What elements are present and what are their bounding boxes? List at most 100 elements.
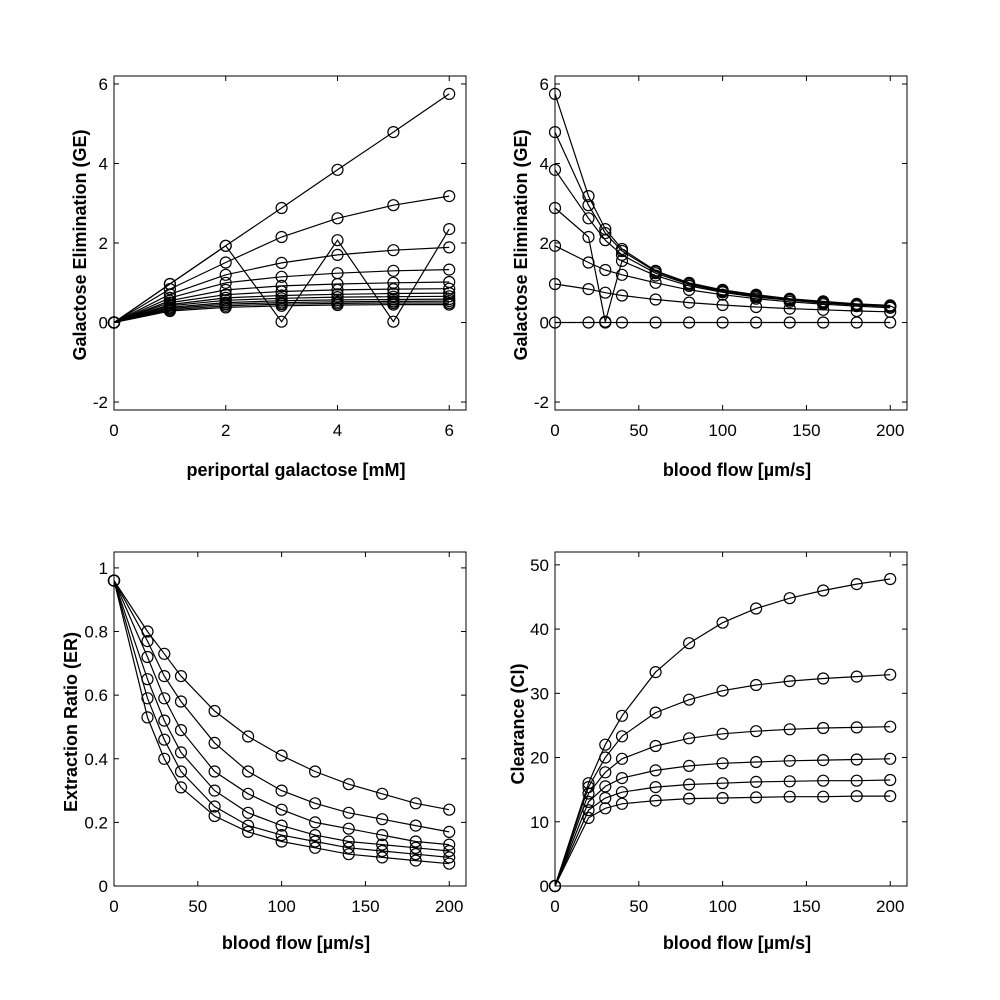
y-tick-label: 2 [540,234,549,253]
data-point-marker [331,212,344,225]
y-tick-label: 0.4 [84,750,108,769]
data-point-marker [783,754,796,767]
data-point-marker [208,809,221,823]
data-point-marker [649,293,662,306]
y-tick-label: 0 [99,314,108,333]
data-point-marker [682,778,696,791]
axes-frame [113,551,467,887]
x-tick-label: 150 [792,897,820,916]
y-tick-label: -2 [93,393,108,412]
data-point-marker [783,592,796,605]
data-point-marker [749,292,763,305]
data-point-marker [716,288,729,301]
data-point-marker [409,841,422,854]
data-point-marker [409,797,422,810]
data-point-marker [850,789,863,803]
data-point-marker [682,732,696,745]
x-tick-label: 100 [267,897,295,916]
data-point-marker [749,300,763,314]
data-point-marker [783,302,796,315]
data-point-marker [817,303,830,316]
data-point-marker [208,736,221,750]
data-point-marker [387,315,400,328]
series-line [113,300,450,324]
y-tick-label: 4 [540,154,549,173]
data-point-marker [749,755,763,769]
data-point-marker [850,670,863,683]
data-point-marker [548,201,562,215]
data-point-marker [615,316,629,329]
data-point-marker [443,290,456,303]
data-point-marker [443,282,456,295]
data-point-marker [615,289,629,302]
data-point-marker [443,190,456,203]
data-point-marker [219,301,232,314]
data-point-marker [582,256,595,269]
data-point-marker [242,806,255,819]
data-point-marker [443,223,456,236]
x-tick-label: 100 [708,421,736,440]
data-point-marker [219,283,232,296]
data-point-marker [275,201,288,215]
data-point-marker [850,753,863,766]
data-point-marker [548,239,562,252]
data-point-marker [376,813,389,826]
data-point-marker [716,298,729,312]
data-point-marker [548,879,562,893]
data-point-marker [309,841,322,854]
data-point-marker [817,790,830,803]
data-point-marker [219,268,232,281]
data-point-marker [107,574,121,587]
x-tick-label: 200 [876,897,904,916]
data-point-marker [649,276,662,289]
data-point-marker [409,835,422,848]
y-axis-label: Galactose Elimination (GE) [511,129,531,360]
data-point-marker [443,838,456,851]
x-tick-label: 0 [550,421,559,440]
data-point-marker [342,841,355,854]
y-tick-label: 0 [99,877,108,896]
data-point-marker [884,301,897,314]
data-point-marker [208,800,221,813]
data-point-marker [783,316,796,329]
data-point-marker [582,212,595,225]
data-point-marker [615,771,629,785]
data-point-marker [275,749,288,762]
data-point-marker [342,848,355,861]
axes-frame [554,551,908,887]
x-tick-label: 150 [792,421,820,440]
data-point-marker [342,822,355,835]
data-point-marker [275,270,288,283]
data-point-marker [817,774,830,787]
x-axis-label: blood flow [µm/s] [222,933,370,953]
data-point-marker [158,669,171,683]
data-point-marker [749,316,763,329]
data-point-marker [548,316,562,329]
data-point-marker [599,316,612,329]
data-point-marker [682,283,696,296]
data-point-marker [817,316,830,329]
data-point-marker [749,725,763,738]
x-tick-label: 0 [550,897,559,916]
y-tick-label: 6 [99,75,108,94]
data-point-marker [599,738,612,751]
x-axis-label: blood flow [µm/s] [663,460,811,480]
y-tick-label: 50 [530,556,549,575]
data-point-marker [783,723,796,736]
data-point-marker [443,851,456,864]
data-point-marker [387,126,400,139]
x-tick-label: 0 [109,421,118,440]
data-point-marker [409,854,422,867]
x-tick-label: 150 [351,897,379,916]
data-point-marker [548,87,562,101]
data-point-marker [158,714,171,727]
data-point-marker [443,803,456,816]
data-point-marker [548,277,562,291]
data-point-marker [331,283,344,296]
data-point-marker [309,797,322,810]
data-point-marker [107,316,121,329]
y-tick-label: 1 [99,559,108,578]
data-point-marker [615,797,629,810]
data-point-marker [331,291,344,304]
